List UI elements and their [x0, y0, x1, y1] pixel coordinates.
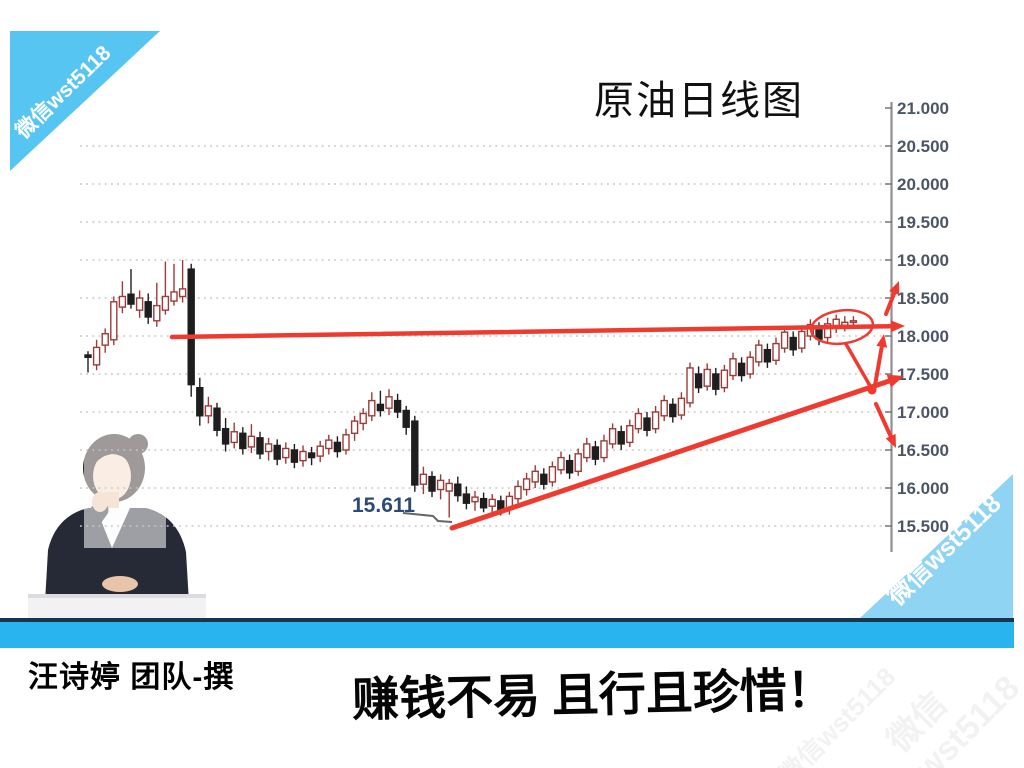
y-axis-label: 19.500	[897, 213, 949, 232]
y-axis-label: 17.500	[897, 365, 949, 384]
y-axis-label: 16.500	[897, 441, 949, 460]
triangle-shape	[10, 31, 160, 171]
y-axis-label: 17.000	[897, 403, 949, 422]
low-price-label: 15.611	[352, 494, 415, 517]
gridlines	[80, 145, 889, 527]
author-byline: 汪诗婷 团队-撰	[28, 661, 235, 694]
y-axis-label: 18.500	[897, 289, 949, 308]
triangle-shape	[860, 474, 1013, 618]
bottom-divider-bar	[0, 618, 1014, 648]
trend-annotations	[169, 281, 905, 531]
watermark-triangle-top-left: 微信wst5118	[10, 31, 160, 171]
calligraphy-slogan: 赚钱不易 且行且珍惜！	[351, 664, 835, 728]
y-axis-label: 19.000	[897, 251, 949, 270]
chart-title: 原油日线图	[594, 79, 804, 123]
y-axis-label: 18.000	[897, 327, 949, 346]
y-axis-label: 21.000	[897, 99, 949, 118]
low-marker: 15.611	[352, 494, 453, 523]
watermark-triangle-bottom-right: 微信wst5118	[860, 474, 1013, 618]
y-axis-label: 15.500	[897, 517, 949, 536]
desk-edge	[28, 594, 206, 598]
candles	[84, 260, 858, 518]
y-axis-label: 16.000	[897, 479, 949, 498]
y-axis-label: 20.000	[897, 175, 949, 194]
highlight-ellipse	[809, 308, 875, 346]
desk	[28, 598, 206, 620]
y-axis-label: 20.500	[897, 137, 949, 156]
folded-hands	[102, 576, 138, 592]
businesswoman-photo	[28, 428, 206, 620]
